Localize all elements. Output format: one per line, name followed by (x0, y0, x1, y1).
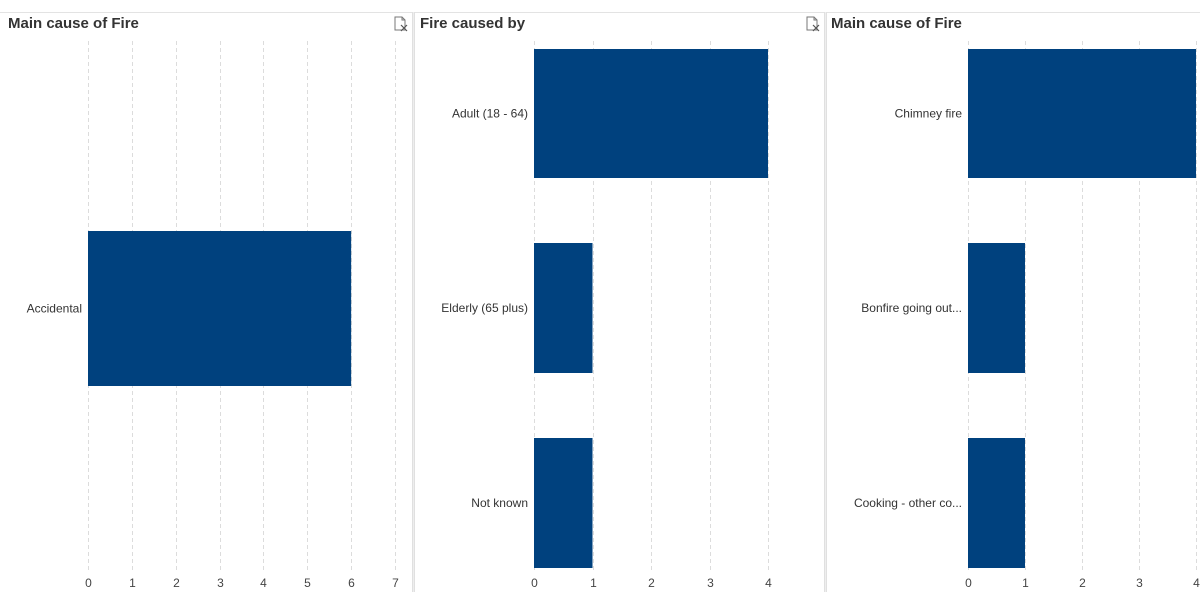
panel-divider (824, 12, 827, 592)
bar-chart-1: 0 1 2 3 4 5 6 7 Accidental (27, 41, 399, 590)
bar[interactable] (534, 243, 593, 373)
x-tick-label: 5 (304, 576, 311, 590)
category-label: Elderly (65 plus) (441, 301, 528, 315)
x-tick-label: 4 (765, 576, 772, 590)
category-label: Chimney fire (895, 107, 963, 121)
x-tick-label: 4 (1193, 576, 1200, 590)
bar[interactable] (968, 438, 1025, 568)
bar-chart-3: 0 1 2 3 4 Chimney fire Bonfire going out... Coo… (854, 41, 1200, 590)
x-tick-label: 0 (85, 576, 92, 590)
bar[interactable] (534, 49, 768, 178)
x-tick-label: 3 (1136, 576, 1143, 590)
bar[interactable] (88, 231, 352, 386)
bar[interactable] (534, 438, 593, 568)
x-tick-label: 1 (129, 576, 136, 590)
bar[interactable] (968, 243, 1025, 373)
x-tick-label: 3 (707, 576, 714, 590)
category-label: Bonfire going out... (861, 301, 962, 315)
x-tick-label: 2 (1079, 576, 1086, 590)
category-label: Not known (471, 496, 528, 510)
x-tick-label: 2 (648, 576, 655, 590)
x-tick-label: 1 (1022, 576, 1029, 590)
clear-filter-icon[interactable] (804, 15, 822, 33)
chart-panel-main-cause-1: Main cause of Fire 0 1 2 3 4 5 6 7 Accidental (0, 12, 412, 593)
category-label: Accidental (27, 302, 82, 316)
x-tick-label: 0 (965, 576, 972, 590)
x-tick-label: 3 (217, 576, 224, 590)
chart-panel-fire-caused-by: Fire caused by 0 1 2 3 4 Adult (18 - 64) Elder… (415, 12, 824, 593)
bar[interactable] (968, 49, 1196, 178)
x-tick-label: 2 (173, 576, 180, 590)
chart-title: Main cause of Fire (831, 15, 962, 32)
category-label: Adult (18 - 64) (452, 107, 528, 121)
x-tick-label: 0 (531, 576, 538, 590)
clear-filter-icon[interactable] (392, 15, 410, 33)
x-tick-label: 4 (260, 576, 267, 590)
x-tick-label: 7 (392, 576, 399, 590)
x-tick-label: 1 (590, 576, 597, 590)
category-label: Cooking - other co... (854, 496, 962, 510)
x-tick-label: 6 (348, 576, 355, 590)
panel-divider (412, 12, 415, 592)
chart-title: Fire caused by (420, 15, 526, 32)
chart-title: Main cause of Fire (8, 15, 139, 32)
chart-panel-main-cause-2: Main cause of Fire 0 1 2 3 4 Chimney fire Bonf… (827, 12, 1200, 593)
bar-chart-2: 0 1 2 3 4 Adult (18 - 64) Elderly (65 plus) Not… (441, 41, 772, 590)
